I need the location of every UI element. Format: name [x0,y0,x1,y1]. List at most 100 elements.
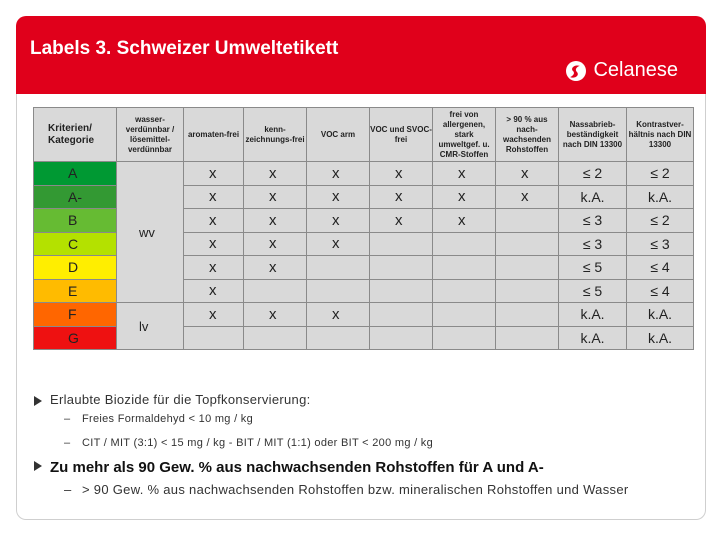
table-cell: x [306,231,370,256]
table-cell [495,325,559,350]
bullet-arrow-icon [34,395,42,406]
dash-marker: – [64,437,71,449]
table-cell: x [243,231,307,256]
table-cell [369,325,433,350]
bullet-text: Erlaubte Biozide für die Topfkonservieru… [50,392,311,407]
table-cell: ≤ 5 [558,255,627,280]
category-cell: C [33,231,117,256]
table-cell: ≤ 5 [558,278,627,303]
table-cell [243,278,307,303]
bullet-biozide: Erlaubte Biozide für die Topfkonservieru… [34,392,694,407]
category-cell: D [33,255,117,280]
category-cell: E [33,278,117,303]
col-header-kontrast: Kontrastver-hältnis nach DIN 13300 [626,107,694,162]
table-cell [432,302,496,327]
table-row: C x x x ≤ 3 ≤ 3 [33,231,694,256]
table-cell [306,325,370,350]
table-cell: x [183,278,244,303]
celanese-logo-icon [566,60,587,81]
table-cell: x [243,161,307,186]
table-cell: x [306,208,370,233]
table-cell: x [243,208,307,233]
category-cell: G [33,325,117,350]
table-cell [495,302,559,327]
table-cell: ≤ 3 [558,231,627,256]
slide-title: Labels 3. Schweizer Umweltetikett [30,38,339,59]
table-cell: ≤ 2 [626,161,694,186]
table-cell: ≤ 3 [626,231,694,256]
bullet-arrow-icon [34,461,42,471]
col-header-voc-arm: VOC arm [306,107,370,162]
table-cell: x [432,184,496,209]
table-cell: x [432,161,496,186]
table-cell: k.A. [558,302,627,327]
table-row: E x ≤ 5 ≤ 4 [33,278,694,303]
table-cell: x [243,184,307,209]
table-cell [369,255,433,280]
table-cell [495,208,559,233]
table-row: G k.A. k.A. [33,325,694,350]
col-header-allergen-frei: frei von allergenen, stark umweltgef. u.… [432,107,496,162]
table-cell: x [306,161,370,186]
col-header-verduennbar: wasser-verdünnbar / lösemittel-verdünnba… [116,107,184,162]
logo-text: Celanese [593,59,678,81]
table-cell: x [183,231,244,256]
table-cell: x [306,184,370,209]
table-cell: x [369,161,433,186]
sub-bullet-text: Freies Formaldehyd < 10 mg / kg [82,413,254,425]
sub-bullet-text: > 90 Gew. % aus nachwachsenden Rohstoffe… [82,482,629,497]
title-bar: Labels 3. Schweizer Umweltetikett Celane… [16,16,706,94]
col-header-voc-svoc-frei: VOC und SVOC-frei [369,107,433,162]
dash-marker: – [64,482,72,497]
dash-marker: – [64,413,71,425]
table-cell [183,325,244,350]
table-cell: ≤ 4 [626,255,694,280]
table-cell: x [183,184,244,209]
category-cell: A [33,161,117,186]
table-cell: k.A. [626,302,694,327]
table-cell [306,278,370,303]
table-cell: x [432,208,496,233]
bullet-list: Erlaubte Biozide für die Topfkonservieru… [34,392,694,497]
col-header-kennzeichnungsfrei: kenn-zeichnungs-frei [243,107,307,162]
sub-bullet: – CIT / MIT (3:1) < 15 mg / kg - BIT / M… [64,437,694,449]
table-cell: k.A. [626,184,694,209]
table-cell [495,278,559,303]
table-header-row: Kriterien/ Kategorie wasser-verdünnbar /… [33,107,694,162]
col-header-aromatenfrei: aromaten-frei [183,107,244,162]
bullet-nachwachsend: Zu mehr als 90 Gew. % aus nachwachsenden… [34,459,694,476]
table-cell: x [243,255,307,280]
col-header-kriterien: Kriterien/ Kategorie [33,107,117,162]
table-cell: x [495,161,559,186]
table-cell: x [183,208,244,233]
table-cell: ≤ 3 [558,208,627,233]
table-cell: x [183,161,244,186]
table-cell [495,231,559,256]
table-cell [243,325,307,350]
table-row: F lv x x x k.A. k.A. [33,302,694,350]
group-lv-cell: lv [116,302,184,350]
table-cell: x [183,302,244,327]
table-cell [432,255,496,280]
table-cell: x [495,184,559,209]
col-header-nassabrieb: Nassabrieb-beständigkeit nach DIN 13300 [558,107,627,162]
table-cell [432,278,496,303]
sub-bullet: – Freies Formaldehyd < 10 mg / kg [64,413,694,425]
table-cell [432,325,496,350]
label-criteria-table: Kriterien/ Kategorie wasser-verdünnbar /… [33,107,694,350]
celanese-logo: Celanese [565,59,678,82]
table-cell: x [183,255,244,280]
table-cell: ≤ 4 [626,278,694,303]
table-cell: k.A. [558,184,627,209]
table-cell: x [243,302,307,327]
sub-bullet: – > 90 Gew. % aus nachwachsenden Rohstof… [64,482,694,497]
group-wv-cell: wv [116,161,184,303]
table-cell: x [369,208,433,233]
table-row: A wv x x x x x x ≤ 2 ≤ 2 [33,161,694,303]
table-row: D x x ≤ 5 ≤ 4 [33,255,694,280]
category-cell: A- [33,184,117,209]
table-cell [306,255,370,280]
table-cell: x [306,302,370,327]
table-cell [495,255,559,280]
